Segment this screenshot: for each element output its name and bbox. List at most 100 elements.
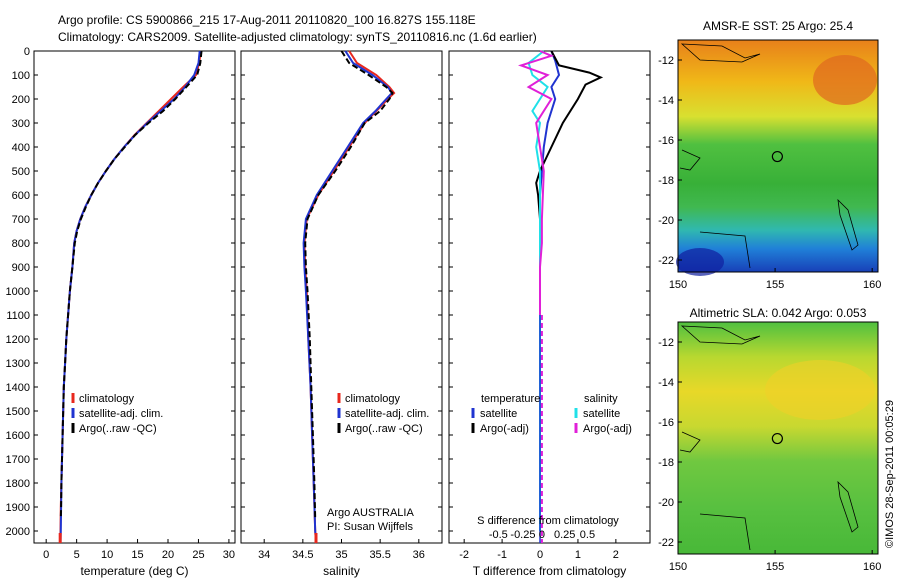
- depth-tick-label: 1300: [6, 358, 30, 370]
- depth-tick-label: 1200: [6, 334, 30, 346]
- temperature-frame: [33, 50, 236, 544]
- sla_map-ytick-label: -22: [658, 537, 674, 549]
- difference-frame: [448, 50, 651, 544]
- temperature-xlabel: temperature (deg C): [80, 564, 188, 578]
- depth-tick-label: 600: [12, 190, 30, 202]
- sst-reef: [837, 198, 859, 251]
- depth-tick-label: 200: [12, 94, 30, 106]
- depth-tick-label: 1000: [6, 286, 30, 298]
- difference-xlabel: T difference from climatology: [473, 564, 627, 578]
- sst-map: [676, 39, 879, 276]
- depth-tick-label: 300: [12, 118, 30, 130]
- sst_map-ytick-label: -16: [658, 135, 674, 147]
- sla-map-title: Altimetric SLA: 0.042 Argo: 0.053: [690, 306, 867, 320]
- salinity-series-sat: [302, 50, 394, 544]
- depth-tick-label: 1500: [6, 406, 30, 418]
- sst-frame: [677, 39, 879, 273]
- temperature-series-argo: [59, 50, 203, 520]
- difference-panel: -2 -1 0 1 2 T difference from climatology temp…: [448, 50, 651, 578]
- depth-tick-label: 1100: [6, 310, 30, 322]
- depth-tick-label: 800: [12, 238, 30, 250]
- sla-coast-north: [680, 325, 761, 345]
- depth-tick-label: 2000: [6, 526, 30, 538]
- temperature-xtick-label: 20: [162, 549, 174, 561]
- sla_map-xtick-label: 160: [863, 561, 881, 573]
- temperature-xtick-label: 25: [192, 549, 204, 561]
- salinity-panel: 34 34.5 35 35.5 36 salinity climatology satelli…: [240, 50, 443, 578]
- sst_map-ytick-label: -22: [658, 255, 674, 267]
- difference-xtick-s-label: 0.5: [580, 529, 595, 541]
- temperature-panel: 0100200300400500600700800900100011001200…: [6, 46, 236, 578]
- temperature-legend-label: Argo(..raw -QC): [79, 423, 157, 435]
- difference-legend-label: satellite: [583, 408, 620, 420]
- salinity-frame: [240, 50, 443, 544]
- difference-xlabel-s: S difference from climatology: [477, 515, 619, 527]
- difference-xtick-s-label: 0: [539, 529, 545, 541]
- temperature-xtick-label: 15: [131, 549, 143, 561]
- salinity-legend-label: Argo(..raw -QC): [345, 423, 423, 435]
- depth-tick-label: 1800: [6, 478, 30, 490]
- sla-frame: [677, 321, 879, 555]
- depth-tick-label: 1900: [6, 502, 30, 514]
- salinity-legend-label: climatology: [345, 393, 401, 405]
- sla_map-xtick-label: 150: [669, 561, 687, 573]
- difference-xtick-s-label: 0.25: [554, 529, 575, 541]
- difference-xtick-label: -2: [459, 549, 469, 561]
- difference-legend-label: satellite: [480, 408, 517, 420]
- depth-tick-label: 900: [12, 262, 30, 274]
- watermark: ©IMOS 28-Sep-2011 00:05:29: [884, 400, 896, 548]
- difference-xtick-s-label: -0.5: [489, 529, 508, 541]
- salinity-xtick-label: 36: [413, 549, 425, 561]
- difference-xtick-s-label: -0.25: [510, 529, 535, 541]
- sst-warm-patch: [813, 55, 877, 105]
- depth-tick-label: 1400: [6, 382, 30, 394]
- temperature-xtick-label: 5: [74, 549, 80, 561]
- depth-tick-label: 1700: [6, 454, 30, 466]
- sla_map-xtick-label: 155: [766, 561, 784, 573]
- temperature-xtick-label: 0: [43, 549, 49, 561]
- sla_map-ytick-label: -12: [658, 337, 674, 349]
- sla-axes: 150 155 160 -12 -14 -16 -18 -20 -22: [658, 337, 881, 573]
- sst-map-title: AMSR-E SST: 25 Argo: 25.4: [703, 19, 853, 33]
- depth-tick-label: 700: [12, 214, 30, 226]
- depth-tick-label: 100: [12, 70, 30, 82]
- depth-tick-label: 1600: [6, 430, 30, 442]
- sla_map-ytick-label: -20: [658, 497, 674, 509]
- depth-tick-label: 0: [24, 46, 30, 58]
- salinity-series-argo: [304, 50, 394, 520]
- temperature-legend-label: climatology: [79, 393, 135, 405]
- sst_map-float-marker: [771, 150, 783, 163]
- sla-map: [677, 321, 879, 555]
- sst-coast-south: [679, 149, 751, 269]
- salinity-annotation: Argo AUSTRALIA: [327, 507, 414, 519]
- difference-series-argo_s: [517, 50, 555, 315]
- sla-coast-south: [679, 431, 751, 551]
- difference-xtick-label: 1: [575, 549, 581, 561]
- sst_map-ytick-label: -12: [658, 55, 674, 67]
- sst-coast-north: [680, 43, 761, 63]
- sst-cold-patch: [676, 248, 724, 276]
- sla_map-ytick-label: -16: [658, 417, 674, 429]
- sst_map-ytick-label: -20: [658, 215, 674, 227]
- difference-legend-title-t: temperature: [481, 393, 540, 405]
- salinity-xlabel: salinity: [323, 564, 360, 578]
- salinity-annotation: PI: Susan Wijffels: [327, 521, 413, 533]
- sst_map-ytick-label: -14: [658, 95, 674, 107]
- temperature-xtick-label: 10: [101, 549, 113, 561]
- difference-xtick-label: 2: [613, 549, 619, 561]
- sst-axes: 150 155 160 -12 -14 -16 -18 -20 -22: [658, 55, 881, 291]
- difference-legend-label: Argo(-adj): [480, 423, 529, 435]
- salinity-xtick-label: 35: [335, 549, 347, 561]
- header-line2: Climatology: CARS2009. Satellite-adjuste…: [58, 30, 537, 44]
- difference-xtick-label: -1: [497, 549, 507, 561]
- header-line1: Argo profile: CS 5900866_215 17-Aug-2011…: [58, 13, 476, 27]
- temperature-legend-label: satellite-adj. clim.: [79, 408, 163, 420]
- sla-high-patch: [765, 360, 875, 420]
- salinity-xtick-label: 34: [258, 549, 270, 561]
- sla-reef: [837, 480, 859, 533]
- salinity-xtick-label: 35.5: [369, 549, 390, 561]
- sla_map-float-marker: [771, 432, 783, 445]
- difference-xtick-label: 0: [537, 549, 543, 561]
- sst_map-xtick-label: 155: [766, 279, 784, 291]
